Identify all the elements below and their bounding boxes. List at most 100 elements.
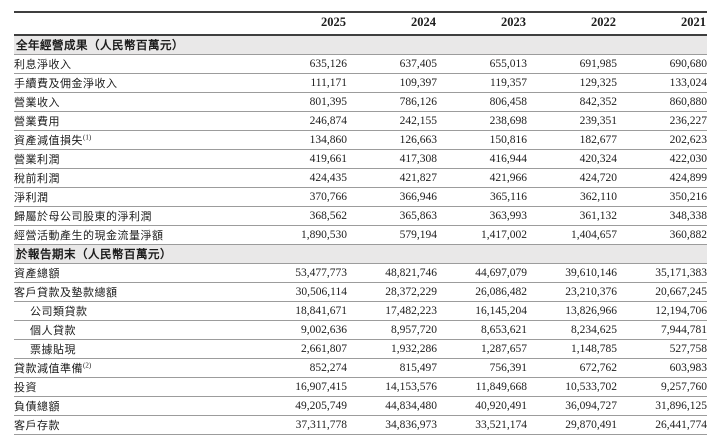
row-value: 842,352 [527,92,617,112]
row-label: 資產總額 [14,263,257,283]
row-value: 691,985 [527,54,617,74]
row-value: 239,351 [527,111,617,131]
row-value: 690,680 [617,54,707,74]
row-value: 366,946 [347,187,437,207]
section-header-row: 於報告期末（人民幣百萬元） [14,244,707,264]
row-value: 603,983 [617,358,707,378]
row-value: 182,677 [527,130,617,150]
row-value: 8,957,720 [347,320,437,340]
row-value: 1,932,286 [347,339,437,359]
row-value: 365,863 [347,206,437,226]
row-value: 26,086,482 [437,282,527,302]
row-value: 44,834,480 [347,396,437,416]
row-value: 16,145,204 [437,301,527,321]
row-value: 421,827 [347,168,437,188]
row-value: 1,404,657 [527,225,617,245]
row-value: 8,234,625 [527,320,617,340]
row-label: 淨利潤 [14,187,257,207]
row-label: 營業費用 [14,111,257,131]
row-value: 365,116 [437,187,527,207]
row-value: 11,849,668 [437,377,527,397]
row-value: 579,194 [347,225,437,245]
row-value: 23,210,376 [527,282,617,302]
row-label: 稅前利潤 [14,168,257,188]
table-row: 負債總額 49,205,749 44,834,480 40,920,491 36,094… [14,396,707,416]
row-value: 10,533,702 [527,377,617,397]
row-label: 公司類貸款 [14,301,257,321]
row-value: 422,030 [617,149,707,169]
row-value: 360,882 [617,225,707,245]
row-value: 1,148,785 [527,339,617,359]
row-value: 48,821,746 [347,263,437,283]
row-value: 14,153,576 [347,377,437,397]
row-value: 363,993 [437,206,527,226]
table-row: 投資 16,907,415 14,153,576 11,849,668 10,533,7… [14,377,707,397]
table-body: 全年經營成果（人民幣百萬元） 利息淨收入 635,126 637,405 655,013… [14,35,707,435]
row-value: 637,405 [347,54,437,74]
row-label: 資產減值損失(1) [14,130,257,150]
row-value: 30,506,114 [257,282,347,302]
row-value: 129,325 [527,73,617,93]
row-value: 13,826,966 [527,301,617,321]
table-row: 資產總額 53,477,773 48,821,746 44,697,079 39,610… [14,263,707,283]
row-value: 416,944 [437,149,527,169]
row-value: 28,372,229 [347,282,437,302]
table-row: 客戶貸款及墊款總額 30,506,114 28,372,229 26,086,482 2… [14,282,707,302]
row-value: 672,762 [527,358,617,378]
row-value: 34,836,973 [347,415,437,435]
row-value: 20,667,245 [617,282,707,302]
row-value: 111,171 [257,73,347,93]
footnote-marker: (2) [83,361,92,370]
row-value: 44,697,079 [437,263,527,283]
row-value: 40,920,491 [437,396,527,416]
row-value: 9,257,760 [617,377,707,397]
row-value: 417,308 [347,149,437,169]
section-header: 全年經營成果（人民幣百萬元） [14,35,707,55]
row-value: 246,874 [257,111,347,131]
row-value: 36,094,727 [527,396,617,416]
row-value: 133,024 [617,73,707,93]
year-header: 2022 [527,11,617,36]
row-value: 17,482,223 [347,301,437,321]
row-value: 655,013 [437,54,527,74]
row-value: 134,860 [257,130,347,150]
row-value: 527,758 [617,339,707,359]
row-value: 7,944,781 [617,320,707,340]
row-value: 786,126 [347,92,437,112]
row-value: 421,966 [437,168,527,188]
footnote-marker: (1) [83,133,92,142]
row-label: 客戶貸款及墊款總額 [14,282,257,302]
year-header: 2025 [257,11,347,36]
row-value: 242,155 [347,111,437,131]
row-value: 756,391 [437,358,527,378]
row-value: 852,274 [257,358,347,378]
row-value: 109,397 [347,73,437,93]
row-value: 348,338 [617,206,707,226]
row-value: 18,841,671 [257,301,347,321]
table-row: 營業利潤 419,661 417,308 416,944 420,324 422,030 [14,149,707,169]
table-row: 個人貸款 9,002,636 8,957,720 8,653,621 8,234,625… [14,320,707,340]
row-value: 2,661,807 [257,339,347,359]
row-value: 49,205,749 [257,396,347,416]
row-value: 1,287,657 [437,339,527,359]
row-value: 16,907,415 [257,377,347,397]
row-value: 39,610,146 [527,263,617,283]
row-label: 歸屬於母公司股東的淨利潤 [14,206,257,226]
row-value: 424,899 [617,168,707,188]
row-value: 420,324 [527,149,617,169]
row-value: 806,458 [437,92,527,112]
table-row: 經營活動產生的現金流量淨額 1,890,530 579,194 1,417,002 1,… [14,225,707,245]
row-label: 負債總額 [14,396,257,416]
annual-report-page: 2025 2024 2023 2022 2021 全年經營成果（人民幣百萬元）利… [14,11,707,435]
row-value: 12,194,706 [617,301,707,321]
year-header: 2023 [437,11,527,36]
table-row: 公司類貸款 18,841,671 17,482,223 16,145,204 13,82… [14,301,707,321]
row-label: 手續費及佣金淨收入 [14,73,257,93]
table-row: 手續費及佣金淨收入 111,171 109,397 119,357 129,325 133… [14,73,707,93]
row-value: 370,766 [257,187,347,207]
section-header-row: 全年經營成果（人民幣百萬元） [14,35,707,55]
label-column-header [14,11,257,36]
row-label: 經營活動產生的現金流量淨額 [14,225,257,245]
table-row: 貸款減值準備(2) 852,274 815,497 756,391 672,762 603… [14,358,707,378]
row-value: 419,661 [257,149,347,169]
